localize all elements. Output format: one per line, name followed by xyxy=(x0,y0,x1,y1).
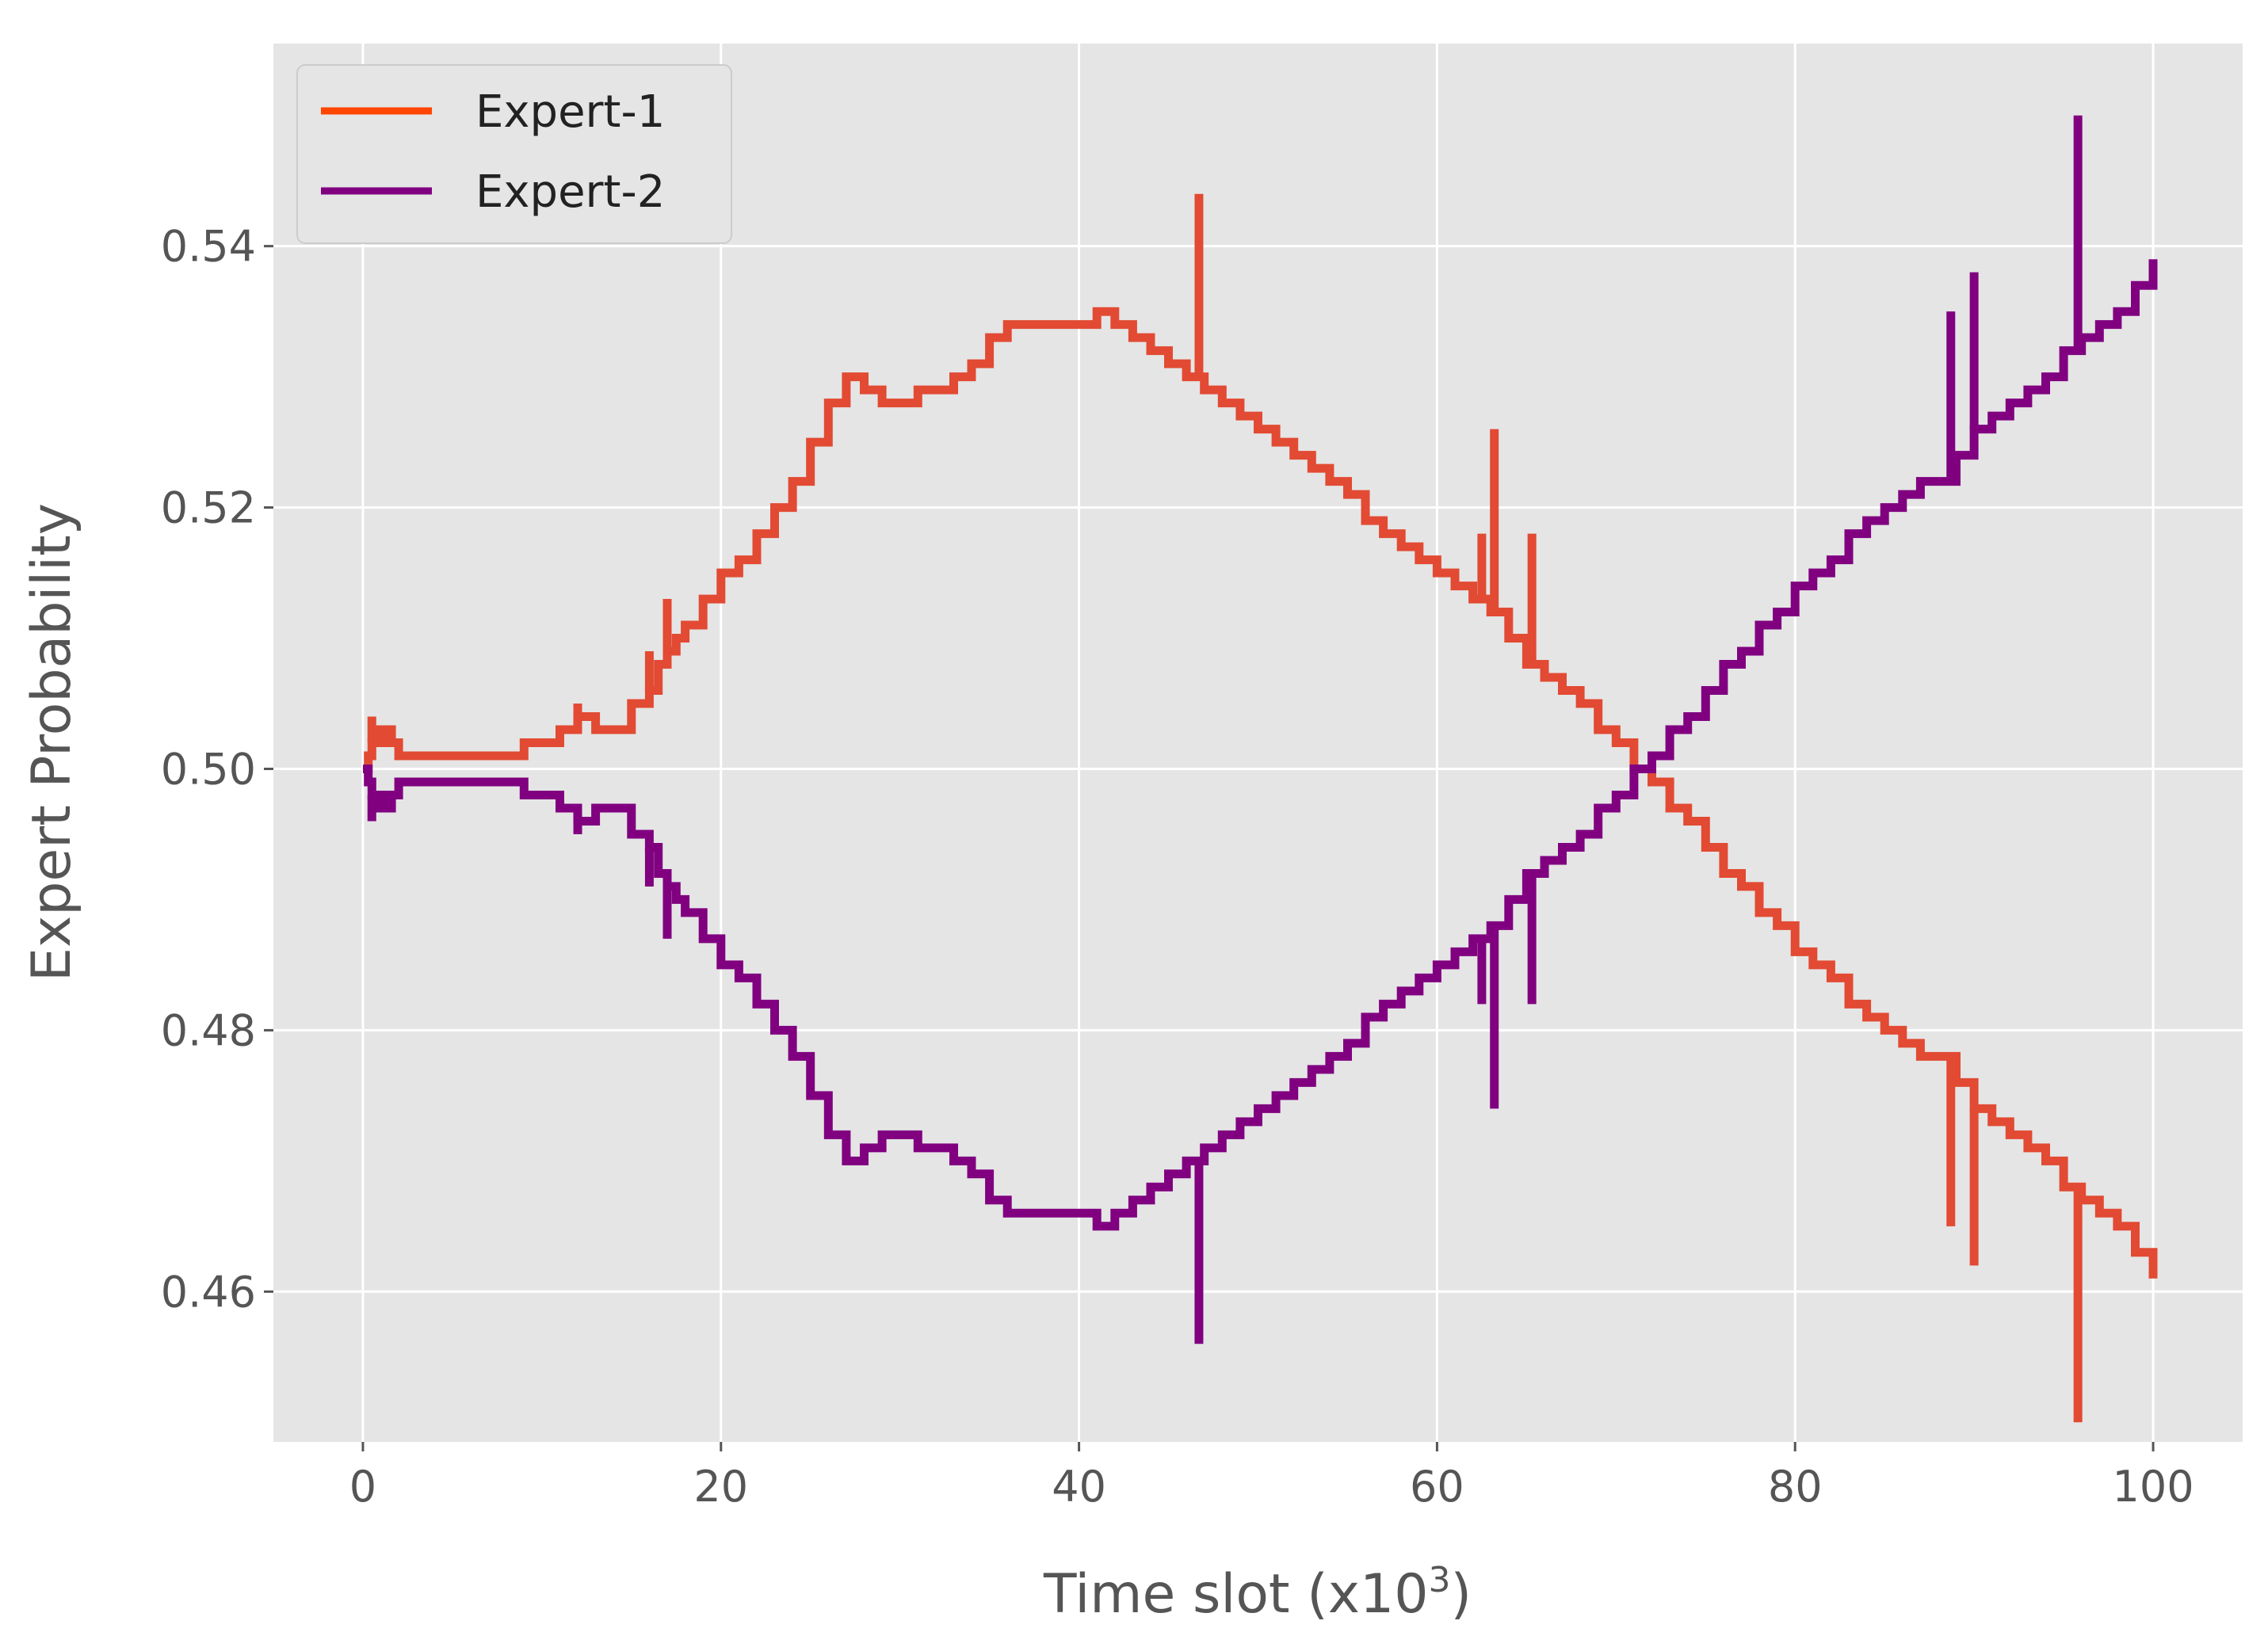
y-axis-title: Expert Probability xyxy=(21,503,83,982)
legend-label-expert-2: Expert-2 xyxy=(475,166,665,218)
x-tick-label: 80 xyxy=(1768,1462,1823,1512)
series-line-expert-2 xyxy=(363,259,2158,1231)
x-tick-label: 40 xyxy=(1052,1462,1106,1512)
x-tick-label: 60 xyxy=(1410,1462,1464,1512)
x-axis-title-superscript: 3 xyxy=(1429,1560,1451,1600)
plot-area xyxy=(273,44,2243,1442)
legend-label-expert-1: Expert-1 xyxy=(475,86,665,138)
legend: Expert-1 Expert-2 xyxy=(296,64,732,244)
series-layer xyxy=(363,115,2158,1423)
x-tick-label: 0 xyxy=(349,1462,376,1512)
x-axis: 0 20 40 60 80 100 xyxy=(349,1442,2194,1512)
x-tick-label: 100 xyxy=(2113,1462,2194,1512)
x-tick-label: 20 xyxy=(693,1462,748,1512)
y-tick-label: 0.52 xyxy=(161,483,256,533)
y-tick-label: 0.54 xyxy=(161,222,256,272)
y-tick-label: 0.50 xyxy=(161,744,256,794)
y-tick-label: 0.46 xyxy=(161,1267,256,1317)
x-axis-title: Time slot (x103) xyxy=(1043,1560,1472,1626)
y-tick-label: 0.48 xyxy=(161,1005,256,1055)
y-axis: 0.46 0.48 0.50 0.52 0.54 xyxy=(161,222,273,1317)
series-line-expert-1 xyxy=(363,307,2158,1279)
